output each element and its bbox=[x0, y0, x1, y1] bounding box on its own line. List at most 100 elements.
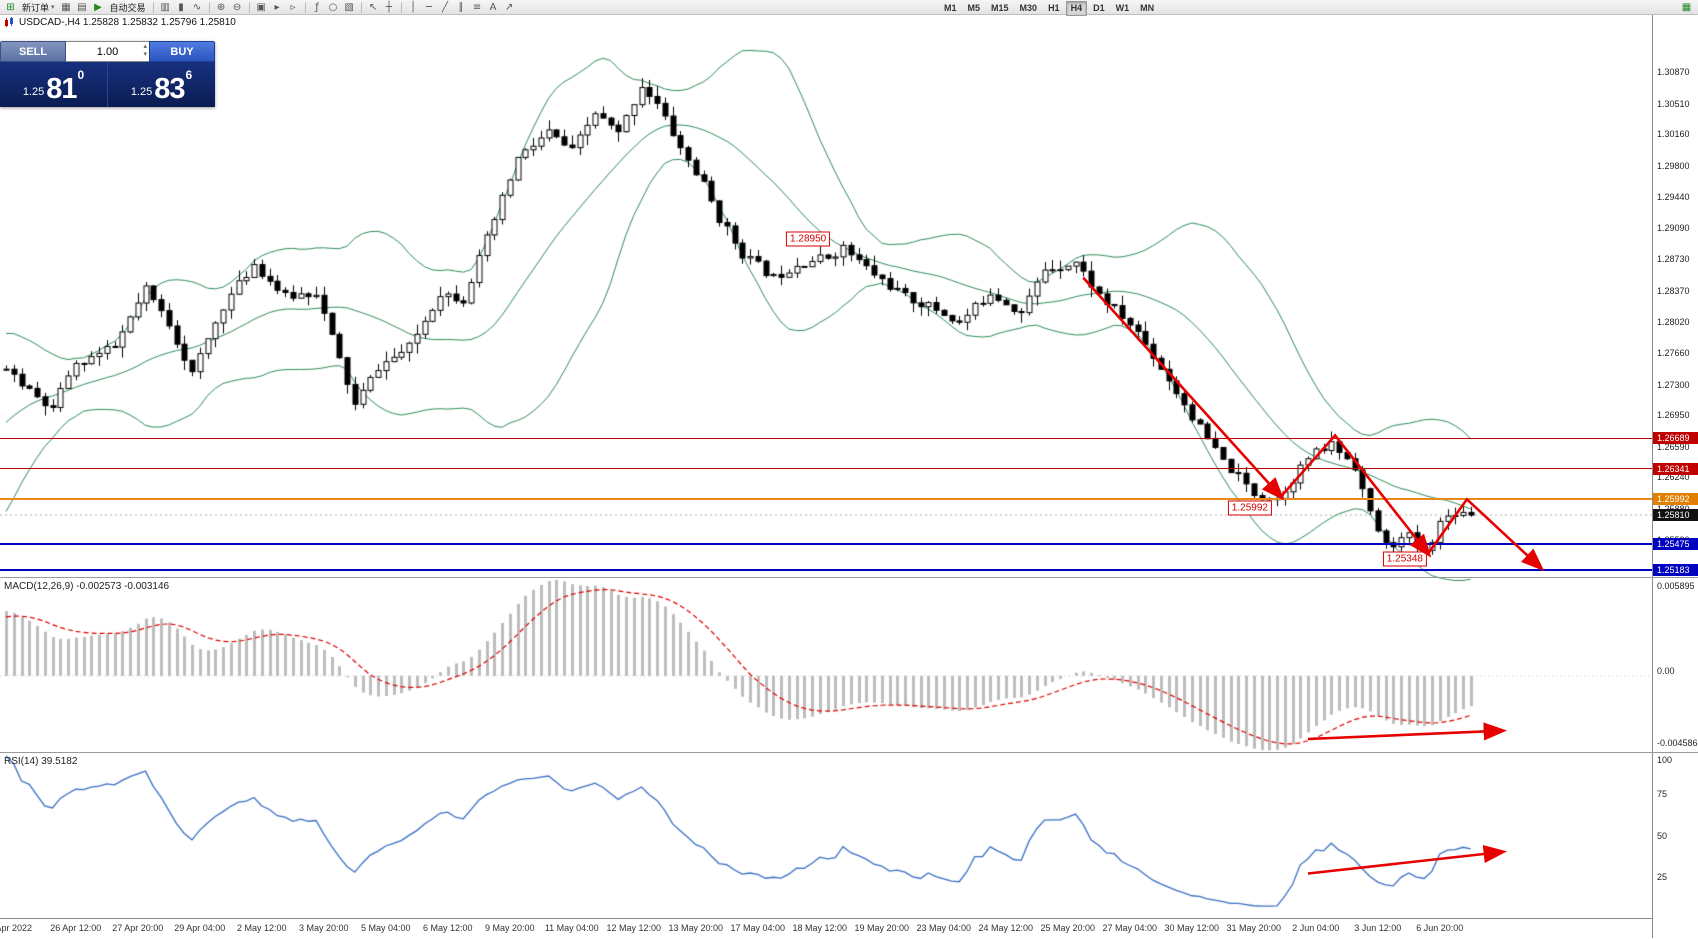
horizontal-line-1-25183[interactable] bbox=[0, 569, 1652, 571]
buy-price-sup: 6 bbox=[185, 68, 193, 82]
trade-panel-controls: SELL 1.00 ▴ ▾ BUY bbox=[0, 41, 215, 62]
arrows-tool-icon[interactable]: ↗ bbox=[504, 1, 514, 13]
new-order-icon[interactable]: ⊞ bbox=[6, 1, 15, 13]
horizontal-line-1-26689[interactable] bbox=[0, 438, 1652, 439]
volume-down-icon[interactable]: ▾ bbox=[143, 51, 147, 58]
toolbar-separator bbox=[304, 1, 306, 13]
volume-spinner[interactable]: ▴ ▾ bbox=[143, 43, 147, 59]
macd-indicator-label: MACD(12,26,9) -0.002573 -0.003146 bbox=[4, 581, 170, 592]
time-label: 12 May 12:00 bbox=[606, 923, 662, 933]
time-axis[interactable]: Apr 2022 26 Apr 12:00 27 Apr 20:00 29 Apr 0… bbox=[0, 918, 1652, 939]
symbol-ohlc-text: USDCAD-,H4 1.25828 1.25832 1.25796 1.258… bbox=[19, 17, 236, 28]
time-label: 17 May 04:00 bbox=[730, 923, 786, 933]
price-annotation-1-25992[interactable]: 1.25992 bbox=[1227, 500, 1272, 516]
time-label: 23 May 04:00 bbox=[916, 923, 972, 933]
time-label: 3 Jun 12:00 bbox=[1354, 923, 1402, 933]
chevron-down-icon: ▾ bbox=[51, 4, 55, 11]
fibonacci-icon[interactable]: ≡ bbox=[472, 1, 482, 13]
time-label: 19 May 20:00 bbox=[854, 923, 910, 933]
timeframe-m30[interactable]: M30 bbox=[1019, 3, 1038, 13]
toolbar-separator bbox=[360, 1, 362, 13]
timeframe-m15[interactable]: M15 bbox=[991, 3, 1009, 13]
price-axis[interactable]: 1.30870 1.30510 1.30160 1.29800 1.29440 1.290… bbox=[1652, 0, 1698, 938]
periods-icon[interactable]: ○ bbox=[328, 1, 338, 13]
chart-shift-icon[interactable]: ▹ bbox=[290, 1, 296, 13]
trendline-icon[interactable]: ╱ bbox=[442, 1, 449, 13]
time-label: Apr 2022 bbox=[0, 923, 33, 933]
cursor-icon[interactable]: ↖ bbox=[368, 1, 378, 13]
crosshair-icon[interactable]: ┼ bbox=[386, 1, 393, 13]
timeframe-h1[interactable]: H1 bbox=[1048, 3, 1060, 13]
new-chart-icon[interactable]: ▦ bbox=[1681, 2, 1692, 13]
price-tick: 1.29090 bbox=[1657, 222, 1690, 233]
price-marker-1-25475: 1.25475 bbox=[1653, 538, 1698, 551]
rsi-axis-label: 100 bbox=[1657, 755, 1673, 765]
timeframe-bar: M1 M5 M15 M30 H1 H4 D1 W1 MN bbox=[939, 1, 1159, 16]
macd-axis-label: 0.005895 bbox=[1657, 581, 1695, 591]
timeframe-mn[interactable]: MN bbox=[1140, 3, 1155, 13]
vertical-line-icon[interactable]: │ bbox=[410, 1, 417, 13]
time-label: 2 Jun 04:00 bbox=[1292, 923, 1340, 933]
indicators-icon[interactable]: ƒ bbox=[315, 1, 319, 13]
rsi-axis-label: 75 bbox=[1657, 789, 1668, 800]
channel-icon[interactable]: ∥ bbox=[458, 1, 464, 13]
buy-price[interactable]: 1.25 83 6 bbox=[107, 62, 215, 107]
toolbar-separator bbox=[152, 1, 154, 13]
sell-button[interactable]: SELL bbox=[0, 41, 66, 62]
time-label: 26 Apr 12:00 bbox=[50, 923, 102, 933]
horizontal-line-1-25475[interactable] bbox=[0, 543, 1652, 545]
zoom-in-icon[interactable]: ⊕ bbox=[216, 1, 226, 13]
chart-symbol-info: USDCAD-,H4 1.25828 1.25832 1.25796 1.258… bbox=[4, 17, 236, 28]
time-label: 6 May 12:00 bbox=[422, 923, 473, 933]
horizontal-line-1-25992[interactable] bbox=[0, 498, 1652, 500]
line-chart-icon[interactable]: ∿ bbox=[192, 1, 202, 13]
chart-window-icon[interactable]: ▦ bbox=[61, 1, 71, 13]
buy-button[interactable]: BUY bbox=[149, 41, 215, 62]
price-tick: 1.27300 bbox=[1657, 379, 1690, 390]
price-annotation-1-25348[interactable]: 1.25348 bbox=[1382, 551, 1427, 567]
price-tick: 1.29440 bbox=[1657, 192, 1690, 203]
buy-price-big: 83 bbox=[154, 73, 185, 105]
zoom-out-icon[interactable]: ⊖ bbox=[232, 1, 242, 13]
sell-price-big: 81 bbox=[46, 73, 77, 105]
autotrading-play-icon[interactable]: ▶ bbox=[94, 1, 102, 13]
time-label: 5 May 04:00 bbox=[360, 923, 411, 933]
autotrading-button[interactable]: 自动交易 bbox=[107, 1, 149, 14]
price-tick: 1.28370 bbox=[1657, 285, 1690, 296]
sell-price[interactable]: 1.25 81 0 bbox=[0, 62, 107, 107]
templates-icon[interactable]: ▧ bbox=[344, 1, 354, 13]
time-label: 3 May 20:00 bbox=[298, 923, 349, 933]
pane-separator-macd[interactable] bbox=[0, 577, 1698, 578]
volume-up-icon[interactable]: ▴ bbox=[143, 43, 147, 50]
pane-separator-rsi[interactable] bbox=[0, 752, 1698, 753]
new-order-button[interactable]: 新订单 ▾ bbox=[19, 1, 58, 14]
timeframe-d1[interactable]: D1 bbox=[1093, 3, 1105, 13]
tile-windows-icon[interactable]: ▣ bbox=[256, 1, 266, 13]
timeframe-w1[interactable]: W1 bbox=[1115, 3, 1130, 13]
buy-price-prefix: 1.25 bbox=[130, 86, 153, 98]
horizontal-line-icon[interactable]: ─ bbox=[426, 1, 433, 13]
candlestick-chart-icon[interactable]: ▮ bbox=[178, 1, 184, 13]
timeframe-m5[interactable]: M5 bbox=[967, 3, 981, 13]
profiles-icon[interactable]: ▤ bbox=[77, 1, 87, 13]
timeframe-m1[interactable]: M1 bbox=[944, 3, 957, 13]
sell-price-prefix: 1.25 bbox=[22, 86, 45, 98]
price-annotation-1-28950[interactable]: 1.28950 bbox=[786, 231, 831, 247]
time-label: 24 May 12:00 bbox=[978, 923, 1034, 933]
rsi-indicator-label: RSI(14) 39.5182 bbox=[4, 756, 78, 767]
time-label: 27 May 04:00 bbox=[1102, 923, 1158, 933]
timeframe-h4[interactable]: H4 bbox=[1065, 1, 1088, 16]
price-tick: 1.25880 bbox=[1657, 504, 1690, 514]
price-marker-1-26689: 1.26689 bbox=[1653, 432, 1698, 445]
auto-scroll-icon[interactable]: ▸ bbox=[274, 1, 280, 13]
text-tool-icon[interactable]: A bbox=[489, 1, 497, 13]
time-label: 6 Jun 20:00 bbox=[1416, 923, 1464, 933]
price-marker-1-25183: 1.25183 bbox=[1653, 563, 1698, 576]
bar-chart-icon[interactable]: ▥ bbox=[160, 1, 170, 13]
time-label: 25 May 20:00 bbox=[1040, 923, 1096, 933]
time-label: 18 May 12:00 bbox=[792, 923, 848, 933]
volume-input[interactable]: 1.00 ▴ ▾ bbox=[66, 41, 149, 62]
horizontal-line-1-26341[interactable] bbox=[0, 468, 1652, 469]
